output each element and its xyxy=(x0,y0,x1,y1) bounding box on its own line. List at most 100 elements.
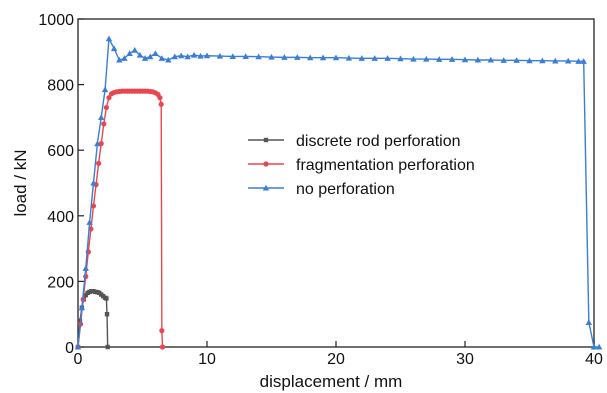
y-tick-label: 0 xyxy=(65,340,74,357)
x-tick-label: 0 xyxy=(74,351,83,368)
x-tick-label: 30 xyxy=(456,351,474,368)
data-point xyxy=(585,319,593,325)
data-point xyxy=(436,56,443,62)
data-point xyxy=(474,56,482,63)
data-point xyxy=(171,53,178,60)
legend-entry: fragmentation perforation xyxy=(248,157,475,174)
y-tick-label: 600 xyxy=(47,143,74,160)
data-point xyxy=(197,52,204,59)
data-point xyxy=(590,343,598,350)
data-point xyxy=(90,179,97,186)
data-point xyxy=(552,57,559,64)
x-tick-label: 40 xyxy=(585,351,603,368)
data-point xyxy=(105,344,110,350)
data-point xyxy=(410,55,417,62)
data-point xyxy=(98,114,105,120)
data-point xyxy=(184,53,191,60)
data-point xyxy=(136,51,144,58)
y-tick-label: 1000 xyxy=(38,12,74,29)
data-point xyxy=(575,58,582,64)
data-point xyxy=(86,219,93,225)
data-point xyxy=(358,55,365,61)
data-point xyxy=(105,35,113,42)
data-point xyxy=(216,52,224,59)
data-point xyxy=(131,46,138,53)
x-tick-label: 10 xyxy=(198,351,216,368)
legend-entry: discrete rod perforation xyxy=(248,133,461,150)
data-point xyxy=(513,57,520,63)
data-point xyxy=(147,53,154,60)
data-point xyxy=(255,53,262,60)
data-point xyxy=(487,56,494,63)
data-point xyxy=(332,54,340,61)
y-axis-title: load / kN xyxy=(11,149,30,216)
series-fragmentation-perforation xyxy=(75,88,166,350)
data-point xyxy=(78,304,86,311)
series-line xyxy=(77,90,164,348)
data-point xyxy=(159,344,166,350)
data-point xyxy=(539,57,546,64)
data-point xyxy=(294,54,301,60)
data-point xyxy=(158,55,166,61)
data-point xyxy=(141,55,149,61)
data-point xyxy=(98,141,104,147)
data-point xyxy=(152,50,159,56)
legend-label: no perforation xyxy=(296,181,395,198)
data-point xyxy=(190,51,198,58)
data-point xyxy=(104,296,109,301)
data-point xyxy=(565,57,572,64)
y-tick-label: 200 xyxy=(47,274,74,291)
data-point xyxy=(203,52,211,59)
data-point xyxy=(384,55,391,61)
data-point xyxy=(158,101,164,107)
data-point xyxy=(397,55,404,62)
data-point xyxy=(178,52,185,59)
data-point xyxy=(94,140,101,147)
data-point xyxy=(461,56,469,63)
legend-marker xyxy=(263,137,269,143)
data-point xyxy=(82,265,89,271)
legend-marker xyxy=(263,161,269,167)
data-point xyxy=(157,95,163,101)
data-point xyxy=(83,292,88,298)
data-point xyxy=(101,121,107,127)
data-point xyxy=(281,54,288,60)
data-point xyxy=(121,55,128,61)
data-point xyxy=(90,203,97,209)
series-layer xyxy=(74,35,603,350)
series-no-perforation xyxy=(74,35,603,350)
legend-label: discrete rod perforation xyxy=(296,133,461,150)
legend: discrete rod perforation fragmentation pe… xyxy=(248,133,475,198)
data-point xyxy=(74,343,82,350)
data-point xyxy=(126,50,133,56)
x-tick-label: 20 xyxy=(327,351,345,368)
data-point xyxy=(106,95,112,101)
data-point xyxy=(371,55,378,61)
data-point xyxy=(307,54,314,61)
data-point xyxy=(242,53,249,59)
data-point xyxy=(423,55,430,62)
legend-marker xyxy=(262,184,270,191)
data-point xyxy=(229,53,236,59)
legend-label: fragmentation perforation xyxy=(296,157,475,174)
data-point xyxy=(116,56,123,63)
data-point xyxy=(268,53,275,60)
x-axis-title: displacement / mm xyxy=(260,372,403,391)
data-point xyxy=(595,343,603,350)
data-point xyxy=(101,86,109,93)
data-point xyxy=(319,54,327,61)
data-point xyxy=(159,328,165,334)
data-point xyxy=(110,45,118,52)
y-tick-label: 400 xyxy=(47,209,74,226)
data-point xyxy=(500,57,507,63)
data-point xyxy=(104,312,110,317)
data-point xyxy=(345,54,353,61)
data-point xyxy=(580,58,587,64)
legend-entry: no perforation xyxy=(248,181,395,198)
data-point xyxy=(165,56,172,63)
data-point xyxy=(96,160,102,166)
y-tick-label: 800 xyxy=(47,78,74,95)
data-point xyxy=(103,104,109,111)
